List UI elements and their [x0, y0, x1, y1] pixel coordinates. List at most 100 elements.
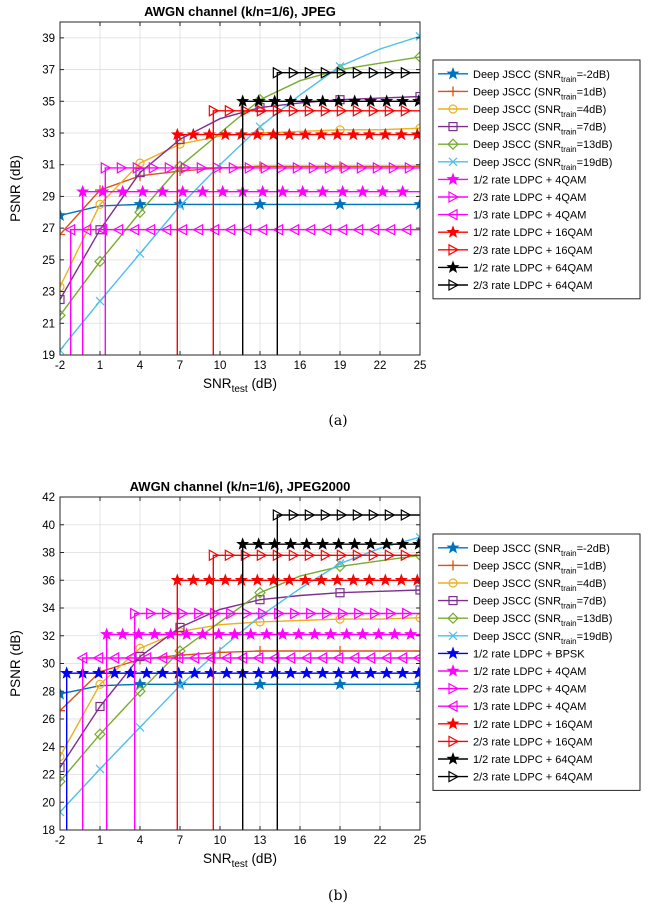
series — [170, 573, 420, 830]
legend-label: 2/3 rate LDPC + 4QAM — [473, 684, 586, 696]
data-point — [380, 94, 394, 107]
data-point — [415, 585, 420, 595]
x-tick-label: 13 — [254, 360, 267, 372]
data-point — [256, 223, 268, 236]
data-point — [412, 653, 420, 663]
series-line — [133, 612, 420, 830]
x-tick-label: 19 — [334, 835, 347, 847]
legend-marker — [446, 208, 458, 221]
data-point — [128, 223, 140, 236]
y-axis-label: PSNR (dB) — [8, 155, 23, 222]
legend-marker — [446, 716, 460, 730]
data-point — [368, 549, 380, 562]
legend-item: 2/3 rate LDPC + 64QAM — [438, 278, 593, 292]
data-point — [76, 651, 88, 664]
data-point — [256, 184, 270, 198]
data-point — [116, 161, 128, 174]
data-point — [336, 104, 348, 117]
data-point — [320, 223, 332, 236]
y-tick-label: 26 — [42, 714, 55, 726]
series — [60, 585, 420, 773]
data-point — [384, 104, 396, 117]
y-tick-label: 27 — [42, 223, 55, 235]
data-point — [256, 549, 268, 562]
data-point — [282, 127, 296, 141]
data-point — [216, 184, 230, 198]
data-point — [352, 223, 364, 236]
legend-item: Deep JSCC (SNRtrain=13dB) — [438, 138, 612, 154]
data-point — [116, 627, 130, 640]
data-point — [92, 651, 104, 664]
data-point — [320, 104, 332, 117]
data-point — [186, 573, 200, 586]
legend-marker — [448, 121, 458, 132]
legend-item: 1/2 rate LDPC + 4QAM — [438, 172, 586, 186]
data-point — [394, 573, 408, 586]
series-line — [104, 167, 420, 355]
legend-label: 2/3 rate LDPC + 64QAM — [473, 280, 593, 292]
legend-item: 1/2 rate LDPC + 64QAM — [438, 260, 593, 274]
data-point — [378, 127, 392, 141]
data-point — [402, 607, 413, 620]
y-tick-label: 21 — [42, 318, 55, 330]
data-point — [412, 94, 420, 107]
x-tick-label: 10 — [214, 360, 227, 372]
x-tick-label: 25 — [414, 835, 427, 847]
data-point — [364, 651, 376, 664]
series-line — [60, 683, 420, 695]
data-point — [368, 104, 380, 117]
data-point — [160, 223, 172, 236]
data-point — [208, 223, 220, 236]
figure-caption: (a) — [328, 413, 347, 429]
legend-item: 1/3 rate LDPC + 4QAM — [438, 208, 586, 222]
data-point — [340, 161, 352, 174]
data-point — [204, 666, 218, 679]
data-point — [354, 607, 365, 620]
data-point — [396, 537, 410, 550]
data-point — [384, 509, 396, 522]
data-point — [336, 549, 348, 562]
data-point — [124, 651, 136, 664]
data-point — [260, 161, 272, 174]
data-point — [414, 51, 420, 63]
series — [236, 94, 420, 355]
data-point — [316, 184, 330, 198]
data-point — [95, 296, 105, 306]
legend-item: Deep JSCC (SNRtrain=13dB) — [438, 612, 612, 628]
data-point — [388, 627, 402, 640]
data-point — [170, 573, 184, 586]
data-point — [268, 666, 282, 679]
data-point — [60, 294, 65, 305]
data-point — [364, 94, 378, 107]
legend-item: Deep JSCC (SNRtrain=4dB) — [438, 578, 606, 593]
data-point — [116, 184, 130, 198]
data-point — [368, 66, 380, 79]
data-point — [330, 573, 344, 586]
data-point — [60, 775, 66, 788]
x-axis-label: SNRtest (dB) — [203, 851, 277, 870]
legend-item: 2/3 rate LDPC + 16QAM — [438, 735, 593, 748]
legend-marker — [448, 682, 460, 695]
y-tick-label: 36 — [42, 575, 55, 587]
data-point — [348, 94, 362, 107]
data-point — [288, 104, 300, 117]
legend-marker — [446, 646, 460, 659]
data-point — [60, 208, 67, 222]
legend-label: Deep JSCC (SNRtrain=13dB) — [473, 139, 612, 154]
chart-a: AWGN channel (k/n=1/6), JPEG -2 1 4 7 10 13 16 1… — [8, 4, 641, 395]
data-point — [332, 651, 344, 664]
legend-marker — [446, 700, 458, 713]
data-point — [306, 607, 317, 620]
x-tick-label: -2 — [55, 360, 65, 372]
data-point — [396, 94, 410, 107]
x-tick-label: 16 — [294, 360, 307, 372]
series — [60, 677, 420, 700]
legend-marker — [448, 578, 458, 588]
data-point — [338, 607, 349, 620]
data-point — [204, 651, 216, 664]
data-point — [175, 622, 185, 633]
data-point — [282, 573, 296, 586]
data-point — [60, 345, 65, 355]
data-point — [92, 666, 106, 679]
